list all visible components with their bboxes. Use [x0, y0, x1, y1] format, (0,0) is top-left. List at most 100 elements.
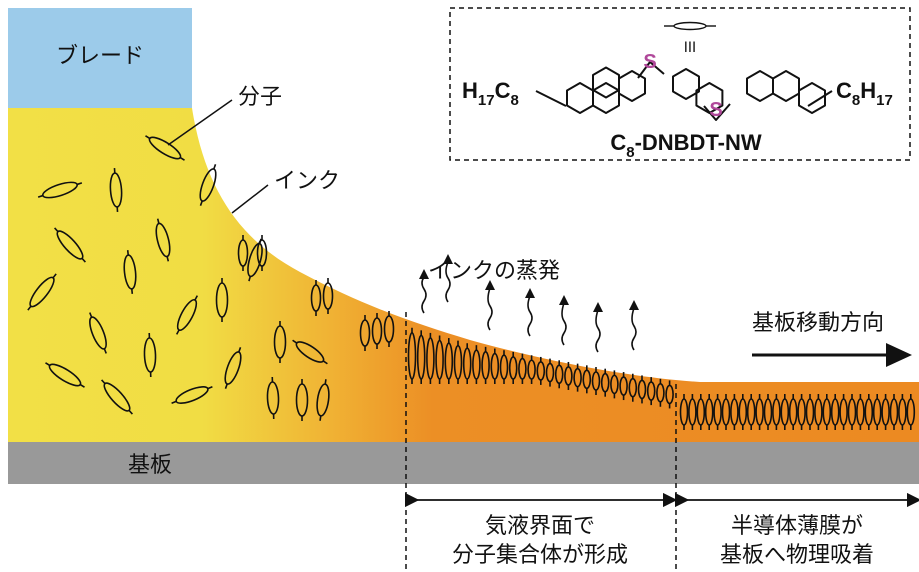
molecule	[564, 361, 573, 390]
molecule-pointer	[167, 99, 233, 146]
evaporation-arrow-head	[525, 288, 535, 298]
molecule	[847, 394, 857, 430]
molecules	[27, 135, 916, 430]
evaporation-arrow-head	[443, 254, 453, 264]
molecule	[383, 311, 395, 347]
molecule-label: 分子	[238, 85, 282, 110]
molecule	[109, 167, 123, 213]
molecule	[679, 394, 689, 430]
region-interface-line1: 気液界面で	[485, 514, 595, 539]
molecule	[864, 394, 874, 430]
molecule	[256, 235, 268, 271]
region-interface-line2: 分子集合体が形成	[452, 543, 628, 568]
molecule	[145, 135, 185, 161]
molecule	[371, 313, 383, 349]
molecule	[237, 235, 249, 271]
molecule	[704, 394, 714, 430]
evaporation-arrow	[445, 261, 451, 303]
molecule	[37, 181, 83, 199]
molecule	[316, 379, 330, 421]
molecule	[619, 372, 628, 401]
molecule	[656, 378, 665, 407]
stacking-mark: III	[684, 40, 696, 56]
evaporation-arrow	[561, 302, 567, 346]
molecule	[215, 278, 229, 322]
molecule	[155, 218, 171, 262]
molecule	[688, 394, 697, 430]
molecule	[898, 394, 907, 430]
molecule	[554, 360, 564, 389]
region-film-line1: 半導体薄膜が	[731, 514, 863, 539]
molecule	[889, 394, 899, 430]
evaporation-arrow	[487, 287, 493, 331]
evaporation-arrow	[527, 295, 533, 337]
molecule	[830, 394, 840, 430]
evaporation-arrow	[595, 309, 601, 353]
molecule	[416, 330, 426, 384]
molecule	[435, 335, 444, 384]
blade-label: ブレード	[56, 44, 144, 69]
molecule	[906, 394, 916, 430]
molecule	[295, 379, 309, 421]
molecule	[143, 332, 157, 378]
molecule	[856, 394, 865, 430]
molecule	[536, 356, 546, 385]
evaporation-arrow	[631, 307, 637, 351]
ink-body	[8, 108, 919, 442]
sulfur-top: S	[643, 51, 656, 73]
molecule	[444, 338, 454, 385]
molecule	[27, 273, 57, 311]
sulfur-bottom: S	[709, 99, 722, 121]
right-substituent: C8H17	[836, 78, 893, 109]
molecule	[123, 250, 137, 294]
molecule	[646, 377, 656, 406]
molecule	[600, 368, 610, 397]
molecule	[54, 227, 86, 263]
molecule	[266, 376, 280, 420]
direction-label: 基板移動方向	[752, 311, 884, 336]
molecule	[224, 347, 242, 389]
molecule	[527, 355, 536, 385]
molecule	[175, 295, 199, 335]
molecule	[573, 363, 582, 392]
molecule	[730, 394, 739, 430]
molecule	[746, 394, 756, 430]
evaporation-arrow-head	[419, 269, 429, 279]
left-substituent: H17C8	[462, 78, 519, 109]
molecule	[822, 394, 832, 430]
substrate	[8, 442, 919, 484]
substrate-label: 基板	[128, 453, 172, 478]
ink-label: インク	[274, 169, 340, 194]
evaporation-arrow	[421, 276, 427, 314]
molecule-skeleton	[535, 61, 833, 121]
molecule	[610, 370, 619, 399]
molecule	[755, 394, 764, 430]
molecule	[788, 394, 798, 430]
molecule	[45, 362, 85, 388]
molecule	[481, 346, 490, 384]
molecule	[453, 340, 463, 385]
molecule	[508, 351, 518, 384]
molecule	[292, 339, 328, 365]
molecule	[472, 345, 481, 385]
direction-arrow-head	[886, 343, 912, 367]
molecule	[772, 394, 781, 430]
evaporation-arrow-head	[629, 300, 639, 310]
molecule	[872, 394, 882, 430]
molecule	[814, 394, 823, 430]
molecule	[499, 350, 509, 384]
molecule	[426, 332, 435, 384]
molecule	[407, 327, 417, 385]
molecule	[721, 394, 731, 430]
molecule	[696, 394, 706, 430]
molecule	[591, 367, 601, 396]
molecule	[780, 394, 790, 430]
molecule	[637, 375, 647, 404]
molecule	[89, 312, 107, 354]
molecule	[518, 353, 527, 385]
molecule	[273, 321, 287, 363]
molecule	[171, 386, 213, 404]
molecule	[763, 394, 773, 430]
evaporation-arrow-head	[593, 302, 603, 312]
ink-pointer	[231, 184, 269, 214]
